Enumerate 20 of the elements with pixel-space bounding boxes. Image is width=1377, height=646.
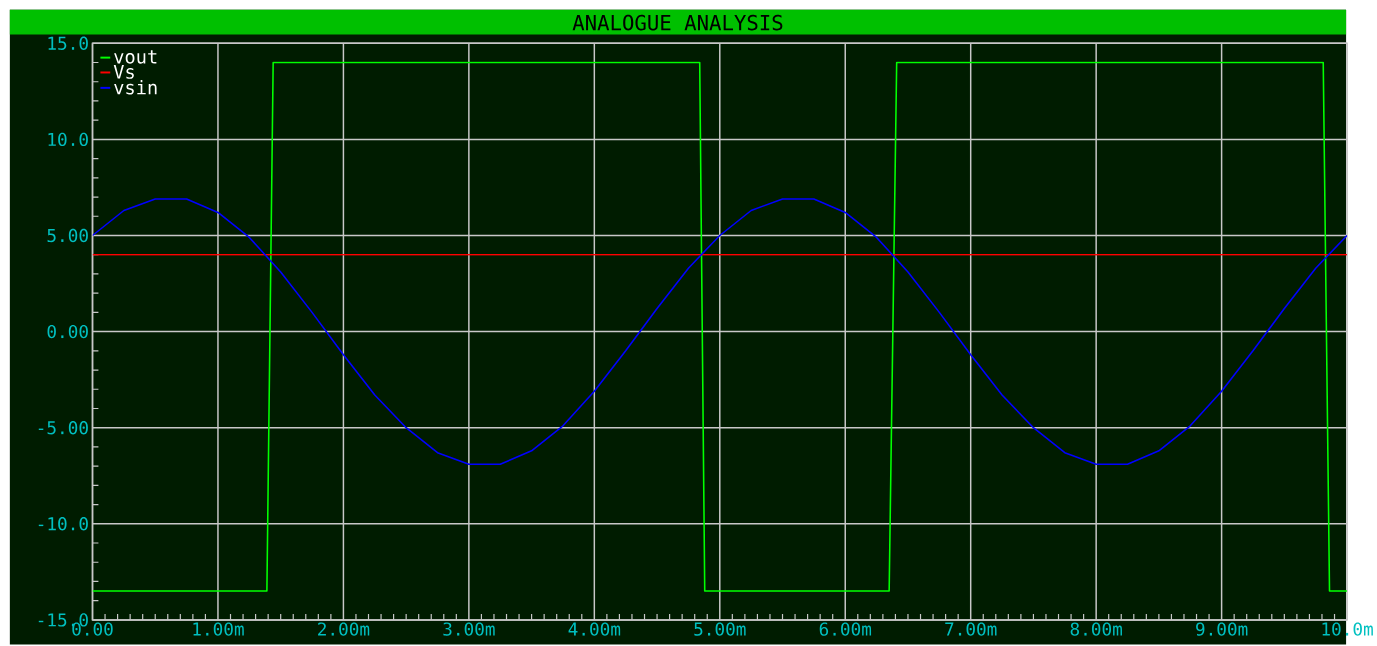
x-tick-label: 6.00m	[819, 622, 872, 636]
x-tick-label: 3.00m	[443, 622, 495, 636]
y-tick-label: 10.0	[48, 132, 88, 146]
x-tick-label: 9.00m	[1196, 622, 1248, 636]
chart-title: ANALOGUE ANALYSIS	[572, 14, 783, 31]
x-tick-label: 2.00m	[318, 622, 370, 636]
legend-label: Vs	[113, 64, 134, 79]
legend-label: vsin	[114, 79, 157, 95]
y-tick-label: -5.00	[38, 420, 88, 435]
y-tick-label: -10.0	[38, 516, 88, 531]
y-tick-label: 5.00	[47, 228, 88, 242]
y-tick-label: 15.0	[48, 36, 88, 50]
x-tick-label: 1.00m	[193, 622, 244, 636]
x-tick-label: 7.00m	[945, 622, 997, 636]
x-tick-label: 5.00m	[694, 622, 746, 636]
x-tick-label: 8.00m	[1070, 622, 1122, 636]
legend-label: vout	[114, 50, 157, 64]
x-tick-label: 4.00m	[568, 622, 621, 636]
line-series	[92, 197, 1348, 465]
y-tick-label: 0.00	[47, 324, 88, 339]
